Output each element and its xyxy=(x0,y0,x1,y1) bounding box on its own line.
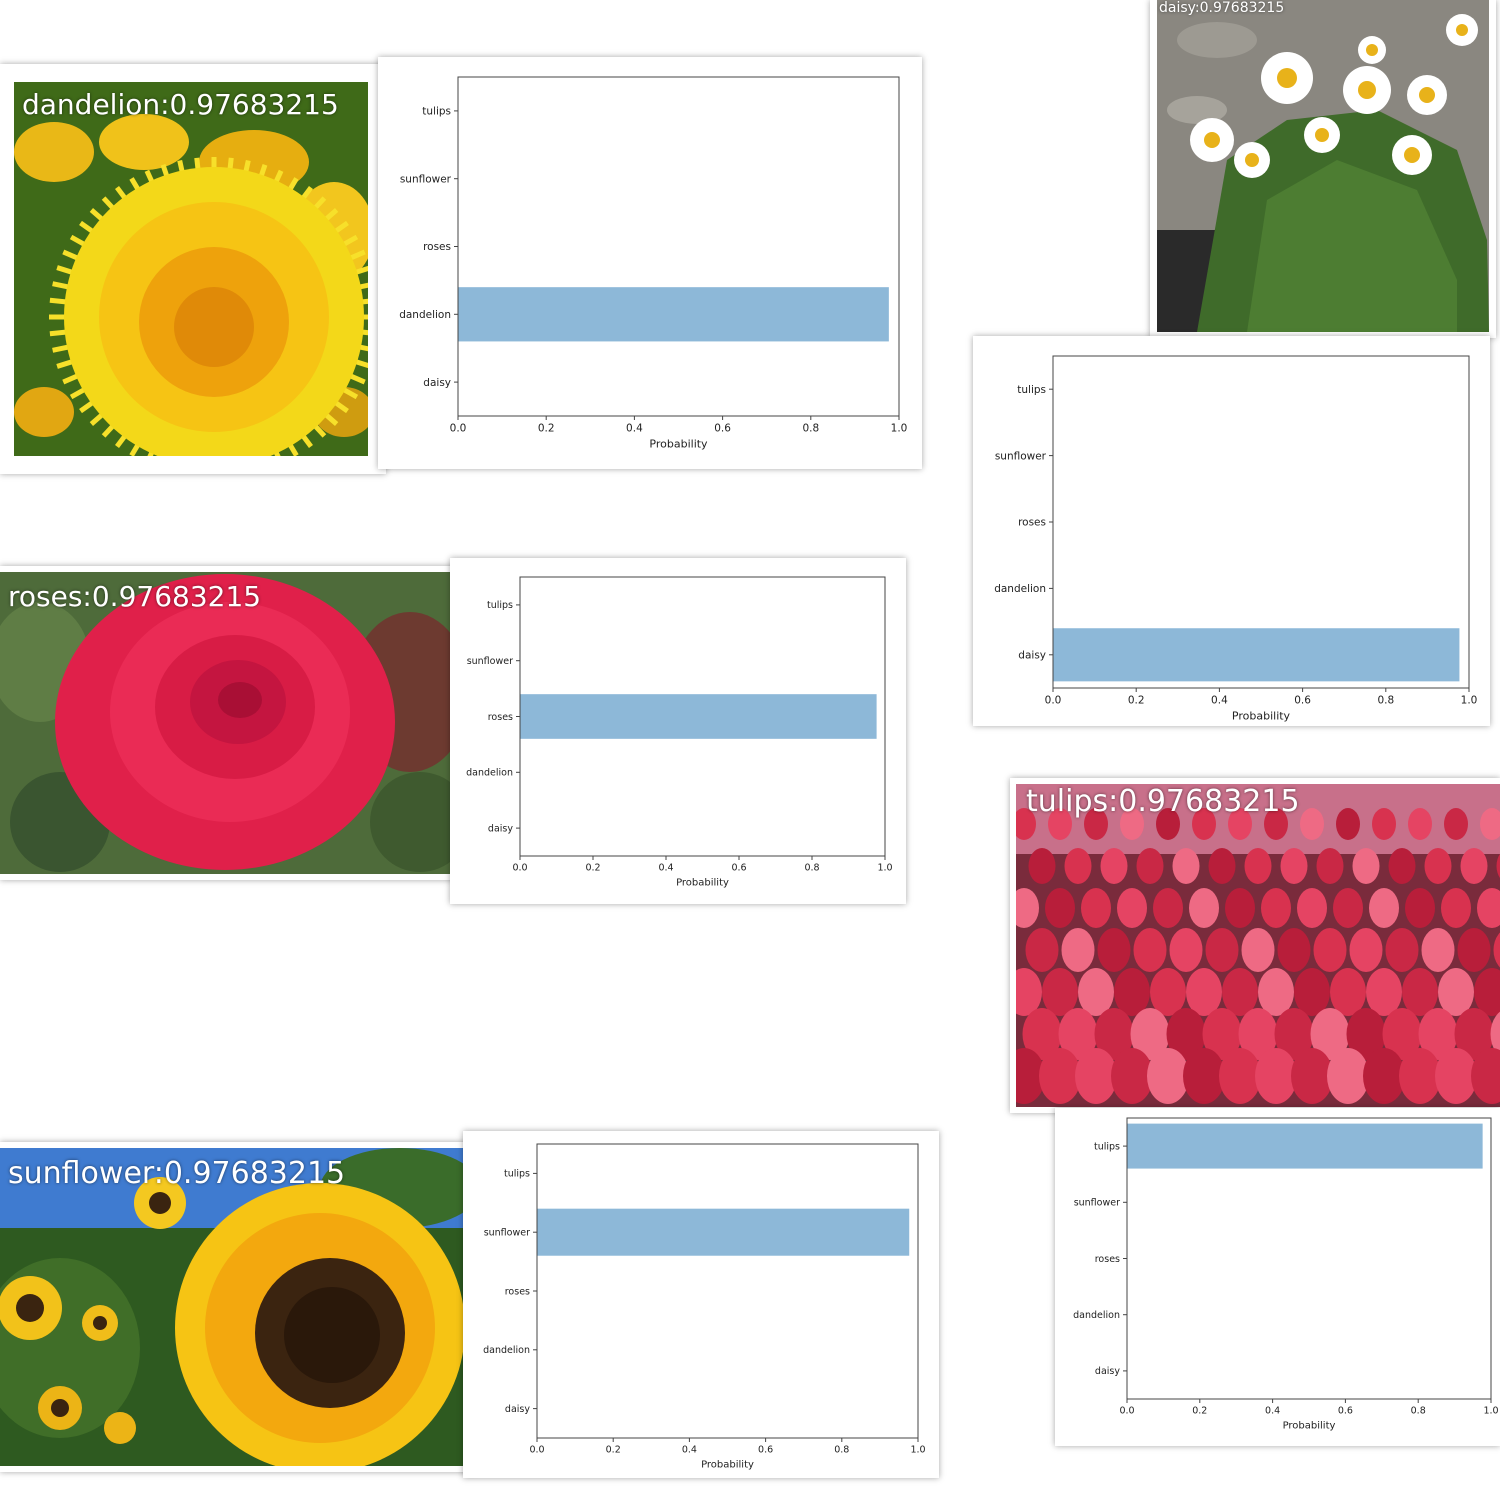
roses-photo-card: roses:0.97683215 xyxy=(0,566,460,880)
xtick-label-1: 0.2 xyxy=(606,1445,621,1456)
sunflower-photo: sunflower:0.97683215 xyxy=(0,1148,472,1466)
daisy-probability-chart: daisy dandelion roses sunflower tulips 0.0 0.2… xyxy=(994,355,1478,723)
plot-frame xyxy=(519,576,886,857)
category-label-sunflower: sunflower xyxy=(484,1228,530,1239)
category-label-sunflower: sunflower xyxy=(400,173,452,185)
xtick-label-0: 0.0 xyxy=(512,863,527,874)
category-label-tulips: tulips xyxy=(422,106,451,118)
tulips-photo-card: tulips:0.97683215 xyxy=(1010,778,1500,1113)
category-label-dandelion: dandelion xyxy=(1073,1310,1120,1321)
category-label-roses: roses xyxy=(488,712,513,723)
bar-sunflower xyxy=(537,1208,910,1256)
bar-daisy xyxy=(1053,628,1460,682)
xtick-label-2: 0.4 xyxy=(658,863,673,874)
xtick-label-3: 0.6 xyxy=(1294,695,1311,707)
x-axis-label: Probability xyxy=(649,438,708,451)
daisy-photo-caption: daisy:0.97683215 xyxy=(1159,0,1285,16)
tulips-photo-caption: tulips:0.97683215 xyxy=(1026,784,1300,819)
sunflower-chart-card: daisy dandelion roses sunflower tulips 0.0 0.2… xyxy=(463,1131,939,1478)
daisy-photo: daisy:0.97683215 xyxy=(1157,0,1489,332)
xtick-label-3: 0.6 xyxy=(1338,1406,1353,1417)
tulips-photo: tulips:0.97683215 xyxy=(1016,784,1500,1107)
category-label-tulips: tulips xyxy=(504,1169,530,1180)
xtick-label-1: 0.2 xyxy=(585,863,600,874)
bar-dandelion xyxy=(458,287,889,342)
xtick-label-4: 0.8 xyxy=(1377,695,1394,707)
rose-photo: roses:0.97683215 xyxy=(0,572,454,874)
daisy-photo-card: daisy:0.97683215 xyxy=(1150,0,1496,338)
category-label-daisy: daisy xyxy=(423,377,451,389)
xtick-label-4: 0.8 xyxy=(804,863,819,874)
category-label-roses: roses xyxy=(1095,1254,1120,1265)
x-axis-label: Probability xyxy=(1232,710,1291,723)
category-label-dandelion: dandelion xyxy=(483,1345,530,1356)
xtick-label-0: 0.0 xyxy=(1119,1406,1134,1417)
category-label-tulips: tulips xyxy=(1094,1141,1120,1152)
xtick-label-1: 0.2 xyxy=(1192,1406,1207,1417)
dandelion-photo-card: dandelion:0.97683215 xyxy=(0,64,386,474)
xtick-label-5: 1.0 xyxy=(891,423,908,435)
xtick-label-1: 0.2 xyxy=(538,423,555,435)
plot-frame xyxy=(536,1143,919,1439)
category-label-dandelion: dandelion xyxy=(399,309,451,321)
xtick-label-4: 0.8 xyxy=(1411,1406,1426,1417)
category-label-roses: roses xyxy=(505,1286,530,1297)
category-label-tulips: tulips xyxy=(1017,384,1046,396)
xtick-label-5: 1.0 xyxy=(877,863,892,874)
dandelion-chart-card: daisy dandelion roses sunflower tulips 0.0 0.2… xyxy=(378,57,922,469)
xtick-label-4: 0.8 xyxy=(802,423,819,435)
category-label-dandelion: dandelion xyxy=(994,583,1046,595)
sunflower-probability-chart: daisy dandelion roses sunflower tulips 0.0 0.2… xyxy=(483,1143,926,1471)
x-axis-label: Probability xyxy=(676,878,729,889)
sunflower-photo-caption: sunflower:0.97683215 xyxy=(8,1156,346,1191)
category-label-sunflower: sunflower xyxy=(467,656,513,667)
xtick-label-5: 1.0 xyxy=(910,1445,925,1456)
xtick-label-2: 0.4 xyxy=(682,1445,697,1456)
xtick-label-0: 0.0 xyxy=(450,423,467,435)
dandelion-photo-caption: dandelion:0.97683215 xyxy=(22,88,339,121)
roses-chart-card: daisy dandelion roses sunflower tulips 0.0 0.2… xyxy=(450,558,906,904)
tulips-probability-chart: daisy dandelion roses sunflower tulips 0.0 0.2… xyxy=(1073,1117,1499,1432)
xtick-label-5: 1.0 xyxy=(1483,1406,1498,1417)
xtick-label-2: 0.4 xyxy=(1265,1406,1280,1417)
xtick-label-3: 0.6 xyxy=(758,1445,773,1456)
dandelion-photo: dandelion:0.97683215 xyxy=(14,82,368,456)
roses-probability-chart: daisy dandelion roses sunflower tulips 0.0 0.2… xyxy=(466,576,893,889)
roses-photo-caption: roses:0.97683215 xyxy=(8,580,262,613)
category-label-roses: roses xyxy=(1018,517,1046,529)
category-label-daisy: daisy xyxy=(1018,649,1046,661)
bar-tulips xyxy=(1127,1123,1483,1169)
xtick-label-0: 0.0 xyxy=(529,1445,544,1456)
category-label-roses: roses xyxy=(423,241,451,253)
xtick-label-2: 0.4 xyxy=(626,423,643,435)
bar-roses xyxy=(520,694,877,739)
dandelion-probability-chart: daisy dandelion roses sunflower tulips 0.0 0.2… xyxy=(399,76,908,451)
daisy-chart-card: daisy dandelion roses sunflower tulips 0.0 0.2… xyxy=(973,336,1490,726)
xtick-label-2: 0.4 xyxy=(1211,695,1228,707)
category-label-sunflower: sunflower xyxy=(1074,1198,1120,1209)
xtick-label-4: 0.8 xyxy=(834,1445,849,1456)
category-label-daisy: daisy xyxy=(1095,1366,1120,1377)
xtick-label-3: 0.6 xyxy=(731,863,746,874)
category-label-daisy: daisy xyxy=(488,823,513,834)
tulips-chart-card: daisy dandelion roses sunflower tulips 0.0 0.2… xyxy=(1055,1108,1500,1446)
xtick-label-3: 0.6 xyxy=(714,423,731,435)
sunflower-photo-card: sunflower:0.97683215 xyxy=(0,1142,478,1472)
plot-frame xyxy=(457,76,900,417)
xtick-label-5: 1.0 xyxy=(1461,695,1478,707)
plot-frame xyxy=(1126,1117,1492,1400)
x-axis-label: Probability xyxy=(701,1460,754,1471)
category-label-daisy: daisy xyxy=(505,1404,530,1415)
x-axis-label: Probability xyxy=(1283,1421,1336,1432)
xtick-label-0: 0.0 xyxy=(1045,695,1062,707)
xtick-label-1: 0.2 xyxy=(1128,695,1145,707)
category-label-dandelion: dandelion xyxy=(466,768,513,779)
category-label-tulips: tulips xyxy=(487,600,513,611)
plot-frame xyxy=(1052,355,1470,689)
category-label-sunflower: sunflower xyxy=(995,450,1047,462)
